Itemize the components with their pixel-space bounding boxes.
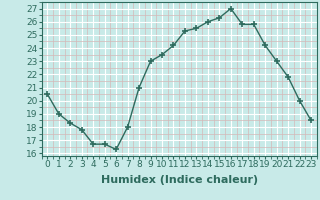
X-axis label: Humidex (Indice chaleur): Humidex (Indice chaleur): [100, 175, 258, 185]
